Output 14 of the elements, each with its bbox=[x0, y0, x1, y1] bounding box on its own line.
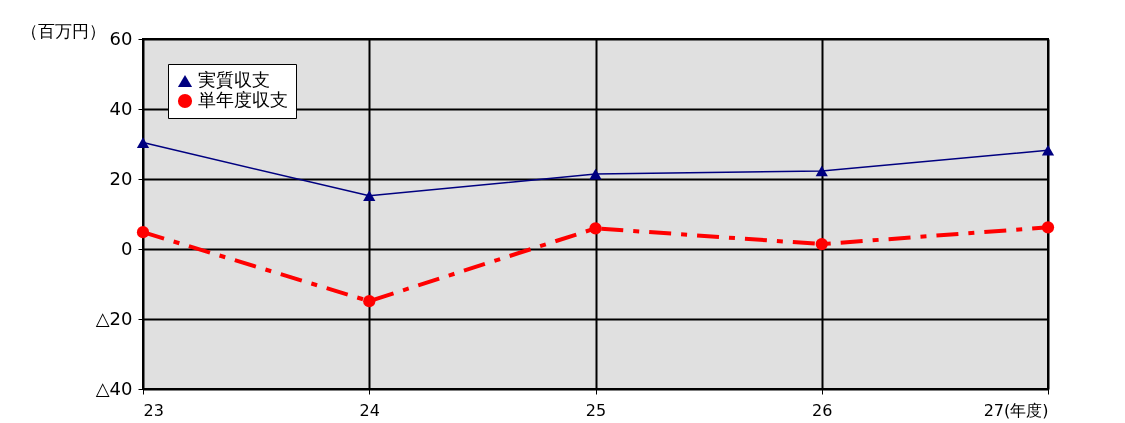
legend-label: 実質収支 bbox=[198, 69, 270, 90]
y-tick-label: 60 bbox=[109, 27, 133, 49]
x-tick-label: 23 bbox=[143, 400, 164, 420]
x-tick-label: 24 bbox=[359, 400, 380, 420]
y-tick-label: △40 bbox=[95, 377, 133, 399]
y-tick-label: 20 bbox=[109, 167, 133, 189]
y-axis-title: （百万円） bbox=[20, 20, 106, 41]
y-tick-label: 0 bbox=[121, 237, 133, 259]
x-tick-label: 27(年度) bbox=[983, 400, 1049, 420]
y-tick-label: △20 bbox=[95, 307, 133, 329]
x-tick-label: 25 bbox=[585, 400, 607, 420]
y-tick-label: 40 bbox=[109, 97, 133, 119]
legend-label: 単年度収支 bbox=[198, 89, 288, 110]
x-tick-label: 26 bbox=[812, 400, 833, 420]
